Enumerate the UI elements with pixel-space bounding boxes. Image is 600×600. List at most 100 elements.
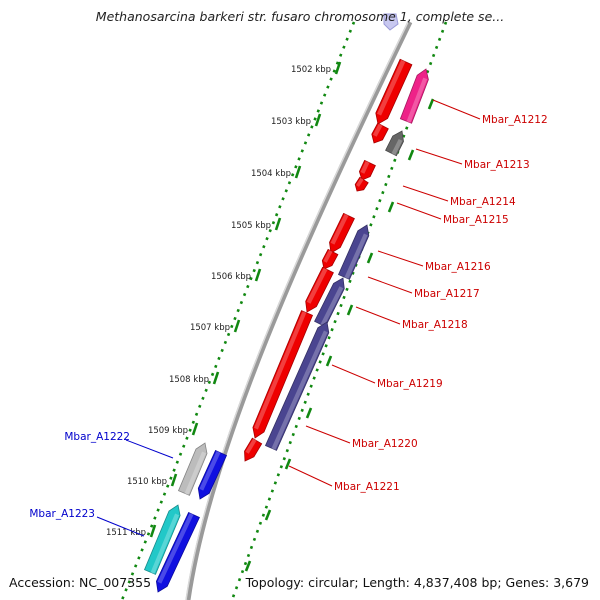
gene-arrow-mbar-a1213[interactable] <box>385 130 404 157</box>
map-title: Methanosarcina barkeri str. fusaro chrom… <box>95 9 505 24</box>
gene-arrow-shade <box>320 286 344 327</box>
inner-tick-mark <box>325 355 333 367</box>
gene-arrow-shade <box>306 267 328 304</box>
gene-label-mbar-a1222[interactable]: Mbar_A1222 <box>64 431 130 443</box>
kbp-tick-label: 1508 kbp <box>169 375 209 385</box>
gene-arrow-shade <box>184 451 206 495</box>
gene-arrow-mbar-a1216[interactable] <box>337 224 370 280</box>
kbp-tick-label: 1509 kbp <box>148 426 188 436</box>
kbp-tick-label: 1511 kbp <box>106 528 146 538</box>
gene-arrow-mbar-a1222[interactable] <box>177 442 208 496</box>
gene-arrow-shade <box>406 77 428 123</box>
leader-line <box>432 99 481 120</box>
gene-label-mbar-a1219[interactable]: Mbar_A1219 <box>377 378 443 390</box>
gene-arrow-shade <box>323 249 333 263</box>
gene-arrow-mbar-a1219[interactable] <box>252 310 314 439</box>
kbp-tick-mark <box>274 217 282 231</box>
leader-line <box>396 202 442 220</box>
gene-arrow-mbar-a1215[interactable] <box>354 176 369 192</box>
kbp-tick-label: 1505 kbp <box>231 221 271 231</box>
kbp-tick-label: 1510 kbp <box>127 477 167 487</box>
gene-arrow-shade <box>360 161 370 174</box>
kbp-tick-mark <box>294 165 302 179</box>
gene-arrow-mbar-a1216[interactable] <box>329 212 355 254</box>
kbp-tick-label: 1502 kbp <box>291 65 331 75</box>
gene-arrow-mbar-a1221[interactable] <box>244 437 263 462</box>
chromosome-backbone <box>185 13 413 600</box>
leader-line <box>125 439 174 459</box>
gene-arrow-mbar-a1222[interactable] <box>197 449 228 500</box>
outer-guide-dots <box>120 21 356 600</box>
inner-tick-mark <box>244 560 252 572</box>
kbp-tick-label: 1507 kbp <box>190 323 230 333</box>
gene-arrow-shade <box>245 438 257 454</box>
gene-label-mbar-a1214[interactable]: Mbar_A1214 <box>450 196 516 208</box>
gene-arrow-mbar-a1218[interactable] <box>314 277 345 328</box>
gene-arrow-shade <box>356 177 364 187</box>
kbp-tick-label: 1506 kbp <box>211 272 251 282</box>
gene-arrow-mbar-a1223[interactable] <box>143 504 181 575</box>
gene-arrow-mbar-a1217[interactable] <box>321 248 339 270</box>
gene-arrow-mbar-a1218[interactable] <box>305 266 334 313</box>
gene-arrow-shade <box>344 233 368 279</box>
gene-arrow-shade <box>372 123 383 137</box>
leader-line <box>288 465 333 487</box>
leader-line <box>377 250 424 267</box>
inner-tick-mark <box>427 98 435 110</box>
kbp-tick-mark <box>233 319 241 333</box>
gene-label-mbar-a1212[interactable]: Mbar_A1212 <box>482 114 548 126</box>
kbp-tick-mark <box>170 473 178 487</box>
kbp-tick-mark <box>191 422 199 436</box>
inner-tick-mark <box>284 458 292 470</box>
gene-label-mbar-a1218[interactable]: Mbar_A1218 <box>402 319 468 331</box>
gene-label-mbar-a1216[interactable]: Mbar_A1216 <box>425 261 491 273</box>
gene-arrow-shade <box>254 311 307 430</box>
inner-tick-mark <box>407 149 415 161</box>
gene-arrow-shade <box>271 330 328 450</box>
leader-line <box>96 516 145 537</box>
gene-label-mbar-a1223[interactable]: Mbar_A1223 <box>29 508 95 520</box>
leader-line <box>331 364 376 384</box>
inner-tick-mark <box>387 201 395 213</box>
kbp-ruler: 1502 kbp 1503 kbp 1504 kbp 1505 kbp 1506 kbp… <box>106 61 435 572</box>
gene-label-mbar-a1217[interactable]: Mbar_A1217 <box>414 288 480 300</box>
gene-arrow-shade <box>199 451 221 491</box>
topology-summary: Topology: circular; Length: 4,837,408 bp… <box>245 575 589 590</box>
gene-label-mbar-a1213[interactable]: Mbar_A1213 <box>464 159 530 171</box>
gene-label-mbar-a1215[interactable]: Mbar_A1215 <box>443 214 509 226</box>
gene-arrow-mbar-a1213[interactable] <box>371 122 389 144</box>
accession-text: Accession: NC_007355 <box>9 575 152 590</box>
gene-label-mbar-a1220[interactable]: Mbar_A1220 <box>352 438 418 450</box>
gene-track <box>143 58 429 593</box>
ruler-dotted-guides <box>120 21 448 600</box>
inner-tick-mark <box>346 304 354 316</box>
leader-line <box>305 425 351 444</box>
kbp-tick-mark <box>254 268 262 282</box>
leader-line <box>402 185 449 202</box>
gene-arrow-shade <box>150 513 179 574</box>
leader-line <box>415 148 463 165</box>
gene-labels: Mbar_A1212 Mbar_A1213 Mbar_A1214 Mbar_A1215… <box>29 99 548 537</box>
gene-arrow-shade <box>391 139 403 156</box>
inner-tick-mark <box>305 407 313 419</box>
kbp-tick-mark <box>314 113 322 127</box>
gene-arrow-shade <box>157 513 194 584</box>
leader-line <box>367 276 413 294</box>
gene-arrow-mbar-a1220[interactable] <box>264 321 330 451</box>
gene-arrow-mbar-a1214[interactable] <box>358 159 376 181</box>
kbp-tick-mark <box>149 524 157 538</box>
gene-label-mbar-a1221[interactable]: Mbar_A1221 <box>334 481 400 493</box>
kbp-tick-mark <box>212 371 220 385</box>
gene-arrow-mbar-a1223[interactable] <box>155 511 200 593</box>
gene-arrow-mbar-a1212[interactable] <box>399 68 429 124</box>
gene-arrow-shade <box>330 213 349 245</box>
gene-arrow-mbar-a1212[interactable] <box>375 58 413 125</box>
kbp-tick-label: 1504 kbp <box>251 169 291 179</box>
inner-tick-mark <box>264 509 272 521</box>
backbone-line <box>185 20 413 600</box>
gene-arrow-shade <box>377 59 406 116</box>
leader-line <box>355 306 401 325</box>
backbone-highlight <box>185 21 409 600</box>
